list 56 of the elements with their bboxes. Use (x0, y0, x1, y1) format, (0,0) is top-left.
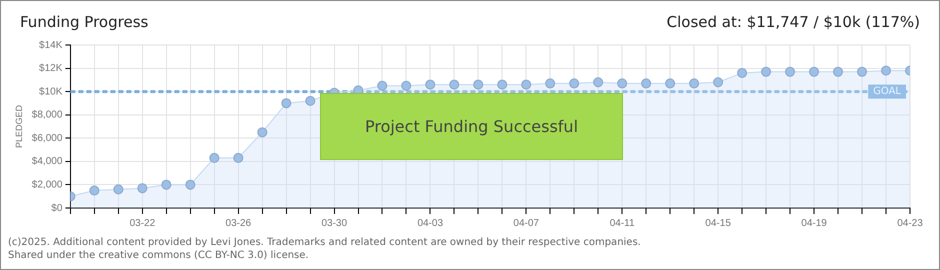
point (761, 66, 772, 77)
x-tick-label: 03-30 (321, 218, 348, 229)
ref-line-label: GOAL (873, 86, 902, 98)
point (497, 80, 508, 90)
chart-subtitle: Closed at: $11,747 / $10k (117%) (666, 13, 920, 31)
text: (c)2025. Additional content provided by Levi Jones. Trademarks and related content are owned by their respective companies. (8, 236, 641, 249)
x-tick-label: 04-11 (610, 218, 635, 229)
point (881, 66, 892, 76)
point (137, 183, 148, 194)
chart-title: Funding Progress (20, 13, 148, 31)
point (209, 152, 220, 163)
point (449, 80, 460, 90)
point (593, 77, 604, 88)
y-tick-label: $0 (51, 202, 63, 214)
x-tick-label: 03-22 (130, 218, 156, 229)
point (809, 66, 820, 77)
point (857, 66, 868, 77)
y-tick-label: $4,000 (32, 156, 63, 168)
point (89, 186, 100, 196)
x-tick-label: 04-23 (897, 218, 924, 229)
point (281, 98, 292, 108)
banner: Project Funding Successful (320, 93, 623, 160)
text: Shared under the creative commons (CC BY-NC 3.0) license. (8, 249, 310, 262)
point (689, 78, 700, 88)
point (833, 66, 844, 77)
point (425, 80, 436, 90)
point (161, 180, 172, 190)
point (545, 78, 556, 88)
point (617, 78, 628, 88)
point (401, 80, 412, 91)
y-tick-label: $2,000 (32, 179, 63, 190)
point (521, 80, 532, 90)
y-tick-label: $6,000 (32, 132, 63, 144)
point (473, 80, 484, 90)
y-tick-label: $10K (39, 86, 63, 98)
point (665, 78, 676, 88)
x-tick-label: 04-15 (705, 218, 732, 229)
y-axis-title: PLEDGED (14, 104, 24, 148)
point (113, 184, 124, 194)
point (713, 77, 724, 88)
y-tick-label: $14K (39, 40, 63, 51)
point (737, 68, 748, 78)
x-tick-label: 04-19 (801, 218, 828, 229)
point (569, 78, 580, 88)
point (377, 80, 388, 91)
point (233, 152, 244, 163)
x-tick-label: 04-03 (417, 218, 444, 229)
x-tick-label: 03-26 (226, 218, 252, 229)
point (641, 78, 652, 88)
point (257, 127, 268, 138)
y-tick-label: $12K (39, 63, 63, 74)
point (185, 180, 196, 190)
point (785, 66, 796, 77)
x-tick-label: 04-07 (513, 218, 540, 229)
y-tick-label: $8,000 (32, 110, 63, 121)
point (305, 96, 316, 106)
